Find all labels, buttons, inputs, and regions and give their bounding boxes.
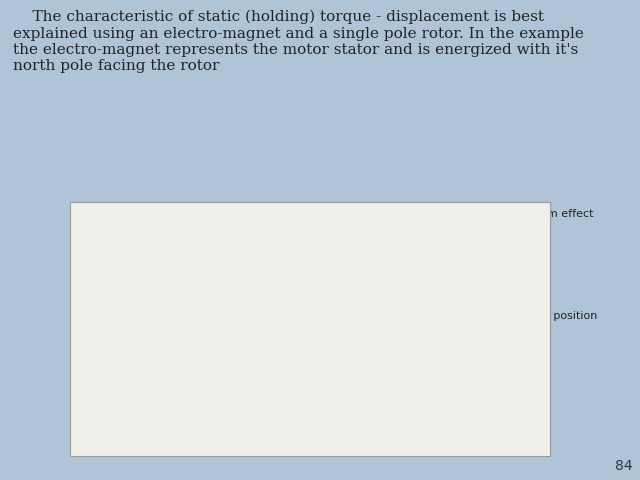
Text: N: N bbox=[303, 400, 311, 410]
Ellipse shape bbox=[108, 418, 137, 441]
Text: N: N bbox=[119, 423, 125, 432]
Text: $M_{max}$: $M_{max}$ bbox=[71, 241, 99, 254]
Text: $+\pi/p$: $+\pi/p$ bbox=[461, 321, 486, 335]
Text: p :   rotor pole pairs: p : rotor pole pairs bbox=[351, 404, 454, 414]
FancyBboxPatch shape bbox=[296, 360, 319, 397]
Text: M: M bbox=[104, 216, 116, 228]
Text: N: N bbox=[386, 423, 392, 432]
Text: rotor position: rotor position bbox=[523, 311, 598, 321]
Text: B: B bbox=[136, 301, 144, 312]
Text: o: o bbox=[321, 370, 327, 380]
Ellipse shape bbox=[463, 418, 492, 441]
Text: Pendulum effect: Pendulum effect bbox=[502, 209, 593, 219]
Text: S: S bbox=[304, 350, 310, 360]
Ellipse shape bbox=[292, 418, 322, 441]
Text: $-\pi/p$: $-\pi/p$ bbox=[128, 321, 153, 335]
Ellipse shape bbox=[374, 418, 403, 441]
Text: The characteristic of static (holding) torque - displacement is best
explained u: The characteristic of static (holding) t… bbox=[13, 10, 584, 73]
Text: A: A bbox=[315, 307, 323, 317]
Text: M :  holding torque: M : holding torque bbox=[351, 391, 450, 401]
Ellipse shape bbox=[136, 418, 164, 441]
Text: B: B bbox=[470, 301, 477, 312]
Text: N: N bbox=[304, 423, 310, 432]
Text: o: o bbox=[321, 396, 327, 407]
Text: N: N bbox=[147, 423, 154, 432]
Text: +: + bbox=[321, 385, 330, 395]
Text: B :  unstable: B : unstable bbox=[351, 377, 417, 387]
Text: N: N bbox=[474, 423, 480, 432]
Text: 84: 84 bbox=[614, 458, 632, 473]
Text: A :  stable: A : stable bbox=[351, 364, 404, 374]
